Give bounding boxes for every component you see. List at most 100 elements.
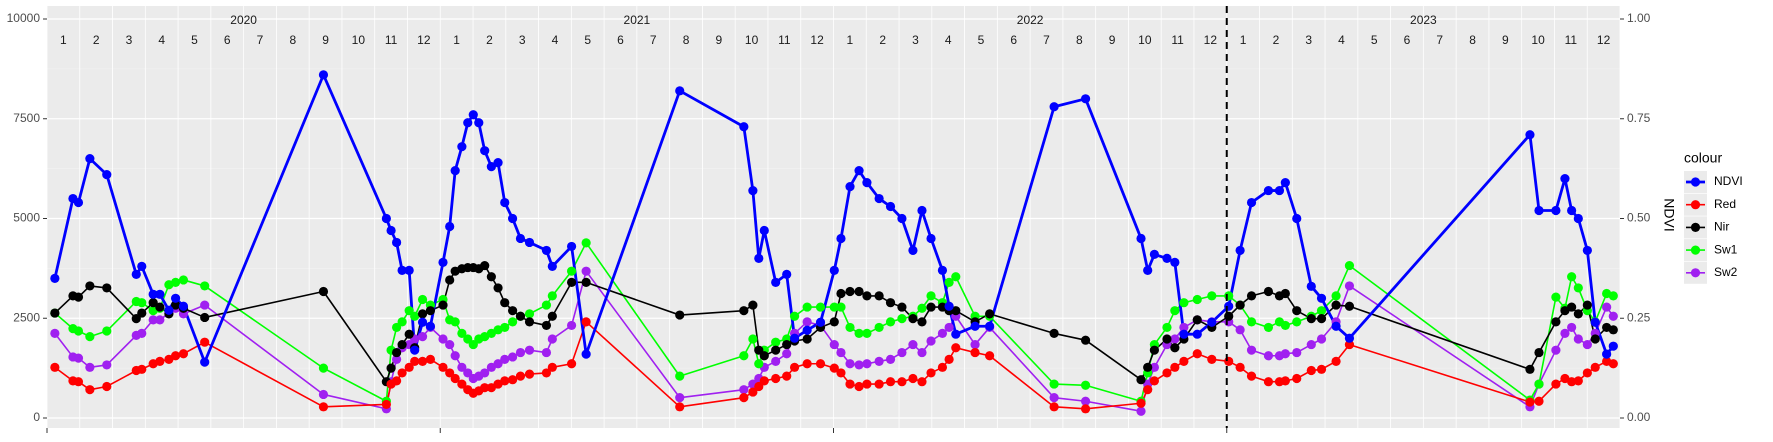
data-point <box>1560 328 1570 339</box>
data-point <box>908 314 918 324</box>
data-point <box>1149 345 1159 355</box>
data-point <box>885 354 896 364</box>
data-point <box>515 371 526 381</box>
month-label: 5 <box>978 33 985 47</box>
data-point <box>1567 302 1577 312</box>
data-point <box>985 351 995 361</box>
data-point <box>1170 343 1180 353</box>
data-point <box>1049 328 1059 339</box>
data-point <box>739 306 749 316</box>
data-point <box>200 312 210 323</box>
data-point <box>102 170 112 180</box>
data-point <box>937 328 948 339</box>
data-point <box>581 277 591 287</box>
month-label: 11 <box>778 33 791 47</box>
data-point <box>1207 317 1217 327</box>
data-point <box>1344 339 1355 350</box>
data-point <box>885 298 896 308</box>
data-point <box>782 269 792 279</box>
data-point <box>73 326 84 336</box>
data-point <box>1080 380 1091 390</box>
month-label: 4 <box>945 33 952 47</box>
data-point <box>874 291 884 301</box>
data-point <box>1224 356 1234 366</box>
data-point <box>438 362 448 372</box>
data-point <box>524 237 535 248</box>
data-point <box>1136 233 1146 244</box>
data-point <box>500 322 510 333</box>
data-point <box>802 325 812 335</box>
data-point <box>836 288 846 299</box>
data-point <box>50 273 60 283</box>
data-point <box>897 302 907 312</box>
data-point <box>1534 396 1544 406</box>
data-point <box>170 300 181 310</box>
month-label: 6 <box>1404 33 1411 47</box>
data-point <box>438 257 448 267</box>
data-point <box>200 281 210 291</box>
y-tick-label: 0 <box>33 410 40 424</box>
data-point <box>450 373 460 384</box>
data-point <box>1573 376 1583 386</box>
data-point <box>771 345 781 355</box>
data-point <box>1143 265 1153 275</box>
data-point <box>1306 339 1316 350</box>
data-point <box>1049 379 1059 389</box>
data-point <box>1608 291 1618 301</box>
data-point <box>829 302 839 312</box>
data-point <box>541 245 552 256</box>
data-point <box>170 277 181 287</box>
data-point <box>951 329 961 339</box>
data-point <box>1179 329 1189 339</box>
data-point <box>885 201 896 212</box>
month-label: 7 <box>650 33 657 47</box>
data-point <box>178 349 189 359</box>
data-point <box>1207 291 1217 301</box>
data-point <box>566 320 577 331</box>
data-point <box>457 142 467 152</box>
data-point <box>410 311 420 321</box>
data-point <box>1567 322 1577 333</box>
data-point <box>50 308 60 318</box>
data-point <box>897 314 907 324</box>
data-point <box>1590 334 1600 344</box>
data-point <box>581 238 591 248</box>
data-point <box>1573 309 1583 319</box>
data-point <box>417 356 428 366</box>
data-point <box>771 277 781 287</box>
data-point <box>1235 362 1245 372</box>
data-point <box>463 118 473 128</box>
data-point <box>874 356 884 366</box>
data-point <box>897 347 907 358</box>
data-point <box>970 347 980 358</box>
data-point <box>1162 334 1172 344</box>
data-point <box>148 289 158 299</box>
data-point <box>391 354 402 364</box>
data-point <box>926 233 936 244</box>
data-point <box>137 364 147 374</box>
month-label: 11 <box>1565 33 1578 47</box>
data-point <box>1534 347 1544 358</box>
data-point <box>50 328 60 339</box>
data-point <box>170 293 181 303</box>
legend-label: Nir <box>1714 220 1729 234</box>
data-point <box>897 377 907 387</box>
data-point <box>1162 253 1172 263</box>
data-point <box>1602 349 1612 359</box>
legend-key-point <box>1690 222 1701 232</box>
data-point <box>1590 362 1600 372</box>
data-point <box>404 329 414 339</box>
data-point <box>1170 334 1180 344</box>
data-point <box>1573 283 1583 293</box>
data-point <box>789 362 800 372</box>
data-point <box>1274 185 1285 196</box>
data-point <box>1280 320 1290 331</box>
data-point <box>917 303 927 313</box>
data-point <box>1263 185 1274 196</box>
month-label: 7 <box>257 33 264 47</box>
data-point <box>155 302 165 312</box>
data-point <box>1170 306 1180 316</box>
data-point <box>908 373 918 384</box>
data-point <box>759 376 769 386</box>
data-point <box>480 368 490 378</box>
